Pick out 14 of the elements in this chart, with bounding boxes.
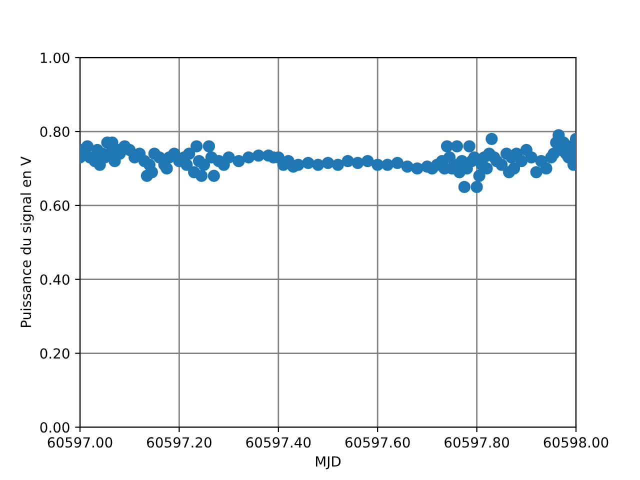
y-tick-label: 0.60 <box>40 200 70 211</box>
x-tick-label: 60597.20 <box>147 437 212 448</box>
y-tick-label: 0.00 <box>40 422 70 433</box>
x-tick-label: 60597.40 <box>246 437 311 448</box>
y-tick-label: 0.20 <box>40 348 70 359</box>
y-tick-label: 0.80 <box>40 126 70 137</box>
y-tick-label: 1.00 <box>40 52 70 64</box>
x-axis-title: MJD <box>316 456 341 470</box>
x-tick-label: 60598.00 <box>544 437 608 448</box>
x-tick-label: 60597.60 <box>345 437 410 448</box>
y-axis-title: Puissance du signal en V <box>20 156 34 328</box>
y-tick-label: 0.40 <box>40 274 70 285</box>
x-tick-label: 60597.00 <box>48 437 112 448</box>
x-tick-label: 60597.80 <box>444 437 510 448</box>
